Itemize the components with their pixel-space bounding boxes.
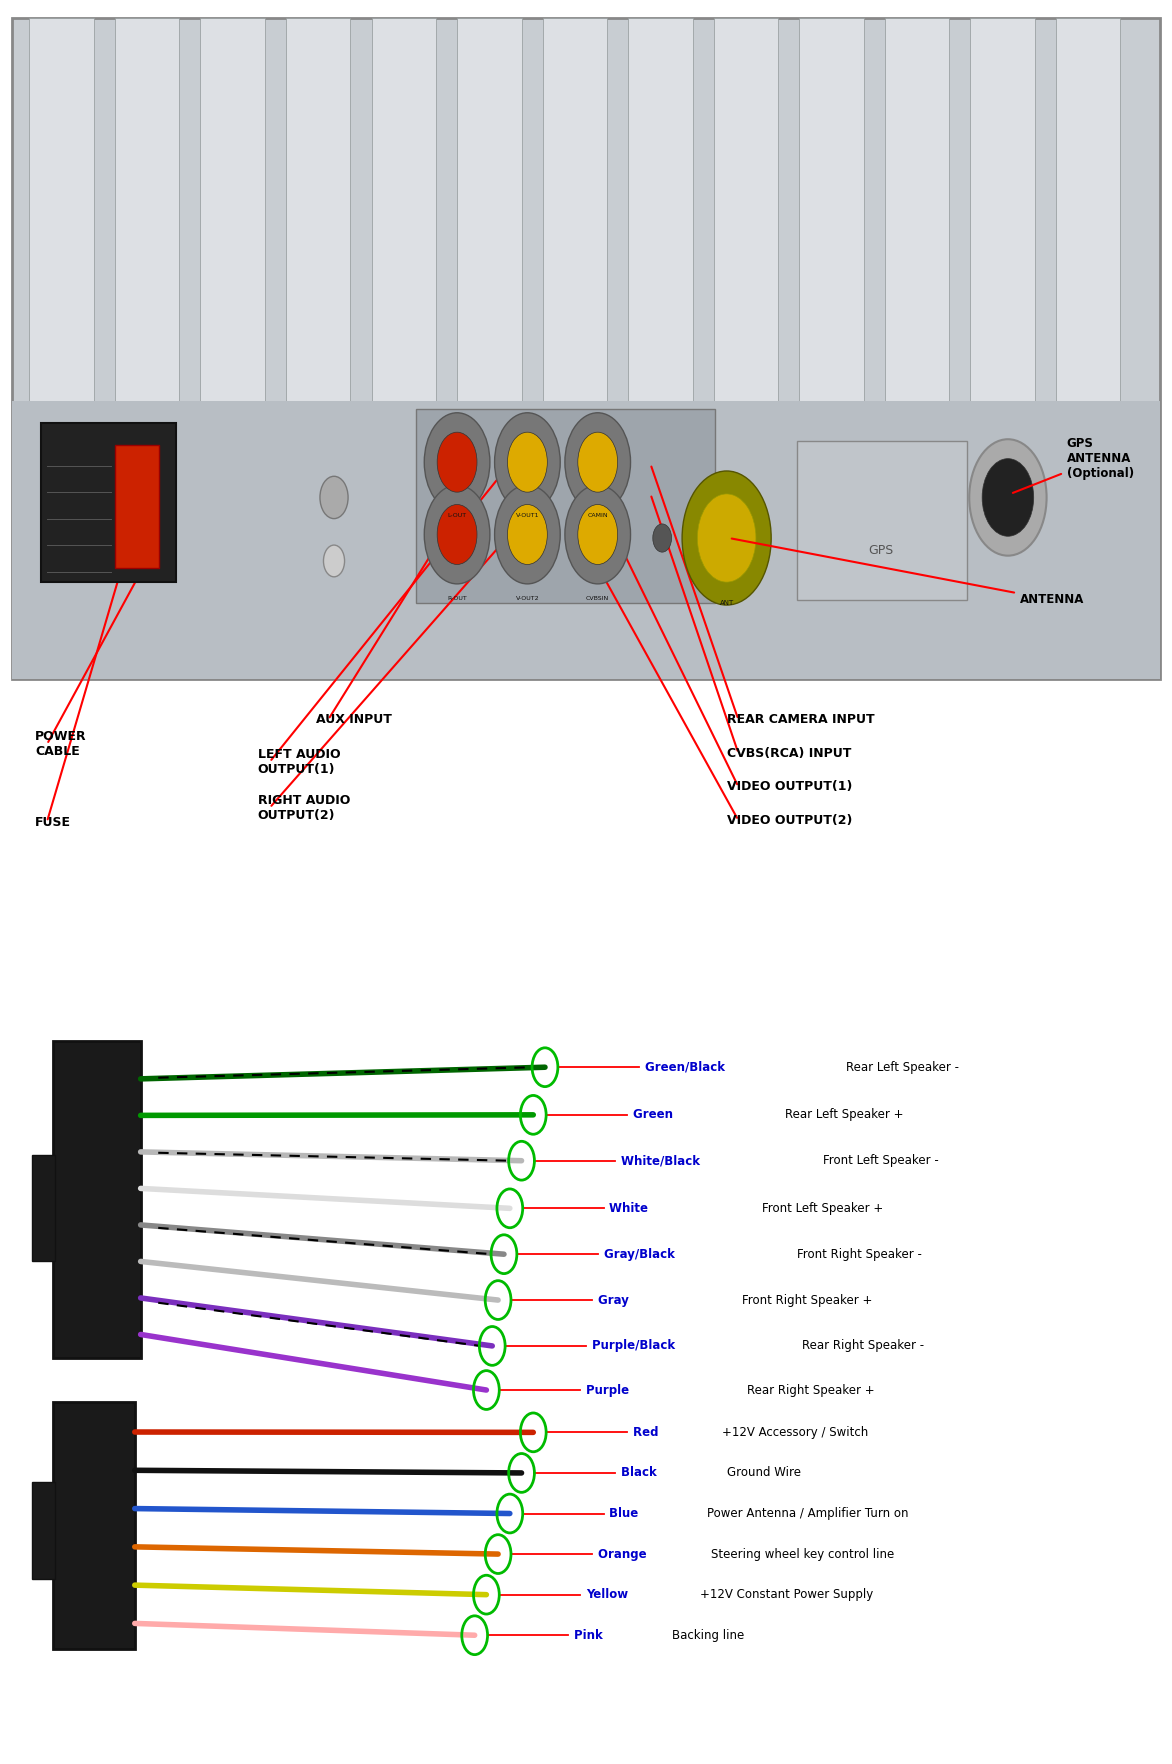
Bar bbox=[115, 18, 179, 402]
Text: V-OUT1: V-OUT1 bbox=[516, 513, 539, 519]
Bar bbox=[457, 18, 522, 402]
Text: CAMIN: CAMIN bbox=[587, 513, 608, 519]
Circle shape bbox=[565, 413, 631, 512]
Circle shape bbox=[653, 524, 672, 552]
Text: Gray: Gray bbox=[598, 1293, 636, 1307]
Text: V-OUT2: V-OUT2 bbox=[516, 596, 539, 602]
Text: GPS: GPS bbox=[868, 543, 894, 557]
Circle shape bbox=[578, 505, 618, 564]
Bar bbox=[32, 1155, 55, 1261]
Text: L-OUT: L-OUT bbox=[448, 513, 466, 519]
Text: Ground Wire: Ground Wire bbox=[727, 1466, 800, 1480]
Text: Rear Right Speaker +: Rear Right Speaker + bbox=[747, 1383, 874, 1397]
Text: FUSE: FUSE bbox=[35, 815, 71, 829]
Text: +12V Accessory / Switch: +12V Accessory / Switch bbox=[722, 1425, 868, 1439]
Bar bbox=[53, 1402, 135, 1649]
Circle shape bbox=[682, 471, 771, 605]
Circle shape bbox=[424, 485, 490, 584]
Circle shape bbox=[323, 545, 345, 577]
Circle shape bbox=[507, 505, 547, 564]
Text: ANTENNA: ANTENNA bbox=[731, 538, 1084, 607]
Text: Front Right Speaker +: Front Right Speaker + bbox=[742, 1293, 872, 1307]
Bar bbox=[1056, 18, 1120, 402]
Text: Front Left Speaker +: Front Left Speaker + bbox=[762, 1201, 883, 1215]
Circle shape bbox=[320, 476, 348, 519]
Text: Rear Left Speaker -: Rear Left Speaker - bbox=[846, 1060, 959, 1074]
Circle shape bbox=[578, 432, 618, 492]
Circle shape bbox=[437, 432, 477, 492]
Text: Black: Black bbox=[621, 1466, 666, 1480]
Text: GPS
ANTENNA
(Optional): GPS ANTENNA (Optional) bbox=[1013, 437, 1133, 492]
Text: CVBSIN: CVBSIN bbox=[586, 596, 609, 602]
Circle shape bbox=[969, 439, 1047, 556]
Bar bbox=[286, 18, 350, 402]
Circle shape bbox=[437, 505, 477, 564]
Bar bbox=[29, 18, 94, 402]
Text: AUX INPUT: AUX INPUT bbox=[316, 713, 393, 727]
Circle shape bbox=[424, 413, 490, 512]
Text: Power Antenna / Amplifier Turn on: Power Antenna / Amplifier Turn on bbox=[707, 1506, 908, 1521]
Bar bbox=[628, 18, 693, 402]
Bar bbox=[714, 18, 778, 402]
Bar bbox=[0, 670, 1172, 1402]
Bar bbox=[32, 1482, 55, 1579]
Text: Orange: Orange bbox=[598, 1547, 655, 1561]
Circle shape bbox=[507, 432, 547, 492]
Bar bbox=[799, 18, 864, 402]
Bar bbox=[0, 1394, 1172, 1764]
Bar bbox=[416, 409, 715, 603]
Text: ANT: ANT bbox=[720, 600, 734, 605]
Bar bbox=[543, 18, 607, 402]
Text: Red: Red bbox=[633, 1425, 667, 1439]
Text: +12V Constant Power Supply: +12V Constant Power Supply bbox=[700, 1588, 873, 1602]
Text: Purple: Purple bbox=[586, 1383, 638, 1397]
Text: LEFT AUDIO
OUTPUT(1): LEFT AUDIO OUTPUT(1) bbox=[258, 748, 340, 776]
Text: R-OUT: R-OUT bbox=[448, 596, 466, 602]
Text: VIDEO OUTPUT(2): VIDEO OUTPUT(2) bbox=[727, 813, 852, 827]
Bar bbox=[200, 18, 265, 402]
Text: RIGHT AUDIO
OUTPUT(2): RIGHT AUDIO OUTPUT(2) bbox=[258, 794, 350, 822]
Text: White: White bbox=[609, 1201, 656, 1215]
Text: Rear Right Speaker -: Rear Right Speaker - bbox=[802, 1339, 924, 1353]
Circle shape bbox=[495, 413, 560, 512]
Bar bbox=[970, 18, 1035, 402]
Circle shape bbox=[697, 494, 756, 582]
Text: POWER
CABLE: POWER CABLE bbox=[35, 730, 87, 759]
Text: Backing line: Backing line bbox=[672, 1628, 744, 1642]
Text: Purple/Black: Purple/Black bbox=[592, 1339, 683, 1353]
Text: Gray/Black: Gray/Black bbox=[604, 1247, 683, 1261]
Bar bbox=[115, 445, 159, 568]
Text: Pink: Pink bbox=[574, 1628, 612, 1642]
Text: Green: Green bbox=[633, 1108, 681, 1122]
Text: Steering wheel key control line: Steering wheel key control line bbox=[711, 1547, 894, 1561]
Circle shape bbox=[565, 485, 631, 584]
Bar bbox=[12, 402, 1160, 679]
Bar bbox=[372, 18, 436, 402]
Bar bbox=[41, 423, 176, 582]
Text: Front Left Speaker -: Front Left Speaker - bbox=[823, 1154, 939, 1168]
Circle shape bbox=[982, 459, 1034, 536]
Text: White/Black: White/Black bbox=[621, 1154, 708, 1168]
Text: Blue: Blue bbox=[609, 1506, 647, 1521]
Text: CVBS(RCA) INPUT: CVBS(RCA) INPUT bbox=[727, 746, 851, 760]
Circle shape bbox=[495, 485, 560, 584]
Text: Front Right Speaker -: Front Right Speaker - bbox=[797, 1247, 922, 1261]
Bar bbox=[797, 441, 967, 600]
Bar bbox=[885, 18, 949, 402]
Text: Rear Left Speaker +: Rear Left Speaker + bbox=[785, 1108, 904, 1122]
Text: Yellow: Yellow bbox=[586, 1588, 636, 1602]
Text: VIDEO OUTPUT(1): VIDEO OUTPUT(1) bbox=[727, 780, 852, 794]
Text: Green/Black: Green/Black bbox=[645, 1060, 732, 1074]
Bar bbox=[53, 1041, 141, 1358]
Text: REAR CAMERA INPUT: REAR CAMERA INPUT bbox=[727, 713, 874, 727]
Bar bbox=[12, 18, 1160, 679]
